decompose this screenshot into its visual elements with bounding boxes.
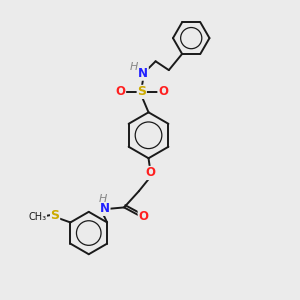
Text: N: N: [100, 202, 110, 215]
Text: O: O: [138, 210, 148, 223]
Text: O: O: [145, 167, 155, 179]
Text: O: O: [158, 85, 168, 98]
Text: H: H: [130, 62, 138, 72]
Text: S: S: [137, 85, 146, 98]
Text: H: H: [98, 194, 107, 205]
Text: O: O: [116, 85, 126, 98]
Text: N: N: [138, 67, 148, 80]
Text: S: S: [51, 208, 60, 222]
Text: CH₃: CH₃: [28, 212, 46, 221]
